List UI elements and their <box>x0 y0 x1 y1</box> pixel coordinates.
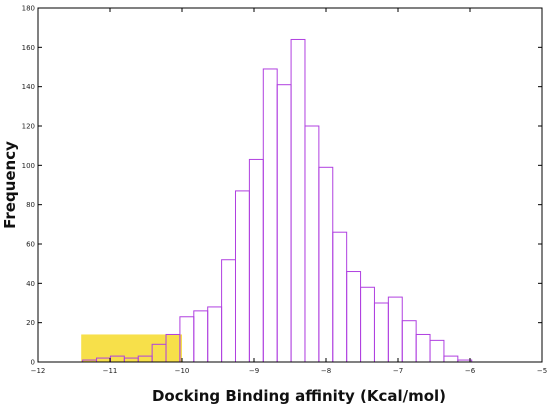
plot-background <box>38 8 542 362</box>
y-axis-title: Frequency <box>1 141 19 229</box>
y-tick-label: 60 <box>26 241 35 249</box>
y-tick-label: 20 <box>26 319 35 327</box>
x-tick-label: −8 <box>321 367 331 375</box>
y-tick-label: 80 <box>26 201 35 209</box>
x-axis-title: Docking Binding affinity (Kcal/mol) <box>152 387 446 405</box>
highlight-region <box>81 334 182 362</box>
x-tick-label: −9 <box>249 367 259 375</box>
y-tick-label: 40 <box>26 280 35 288</box>
highlight-layer <box>81 334 182 362</box>
y-tick-label: 180 <box>22 5 35 13</box>
x-tick-label: −6 <box>465 367 476 375</box>
x-tick-label: −12 <box>31 367 46 375</box>
ticks-layer: −12 −11 −10 −9 −8 −7 −6 −5 0 20 40 60 80 100 120 140 160… <box>22 5 548 376</box>
y-tick-label: 140 <box>22 83 35 91</box>
x-tick-label: −5 <box>537 367 547 375</box>
x-tick-label: −10 <box>175 367 190 375</box>
x-tick-label: −11 <box>103 367 118 375</box>
x-tick-label: −7 <box>393 367 403 375</box>
y-tick-label: 160 <box>22 44 35 52</box>
y-tick-label: 0 <box>31 359 35 367</box>
plot-frame <box>37 7 543 363</box>
y-tick-label: 120 <box>22 123 35 131</box>
y-tick-label: 100 <box>22 162 35 170</box>
